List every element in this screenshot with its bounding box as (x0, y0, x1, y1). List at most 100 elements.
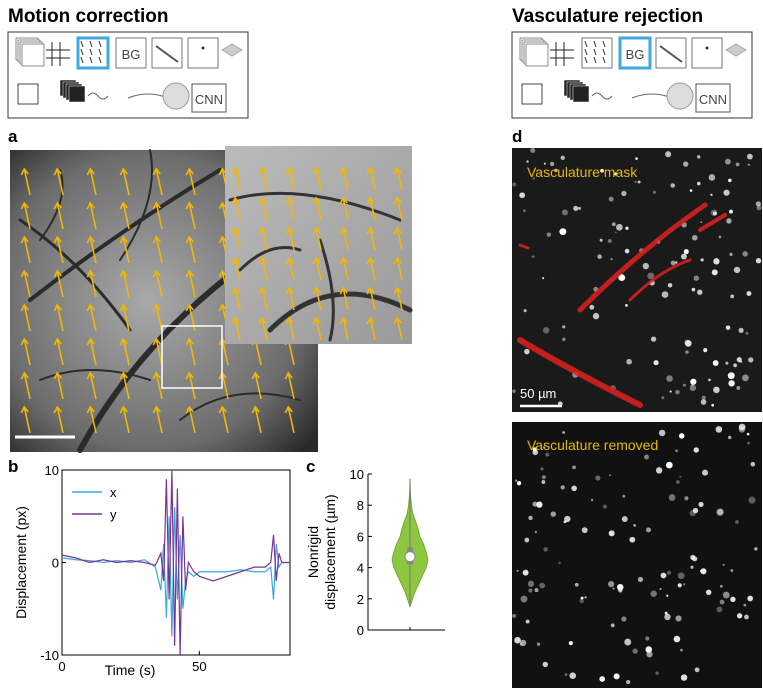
cell (559, 228, 566, 235)
cell (520, 640, 526, 646)
cell (730, 597, 735, 602)
icon (202, 47, 205, 50)
cell (665, 612, 668, 615)
cell (690, 385, 696, 391)
cell (747, 154, 753, 160)
cell (625, 304, 628, 307)
cell (609, 474, 611, 476)
pipeline-text: CNN (195, 92, 223, 107)
cell (701, 399, 707, 405)
cell (633, 524, 636, 527)
cell (608, 581, 614, 587)
cell (748, 164, 750, 166)
header: Vasculature rejection (512, 6, 703, 27)
cell (723, 190, 729, 196)
cell (624, 639, 631, 646)
cell (710, 194, 712, 196)
cell (683, 583, 685, 585)
cell (684, 496, 688, 500)
cell (739, 426, 746, 433)
cell (678, 572, 685, 579)
cell (737, 357, 742, 362)
cell (736, 162, 740, 166)
cell (526, 160, 528, 162)
cell (512, 183, 516, 187)
cell (681, 674, 687, 680)
cell (723, 564, 725, 566)
cell (729, 253, 732, 256)
cell (706, 590, 711, 595)
cell (524, 309, 527, 312)
cell (702, 470, 708, 476)
cell (626, 680, 630, 684)
cell (528, 581, 534, 587)
cell (580, 599, 584, 603)
cell (524, 538, 529, 543)
cell (650, 590, 656, 596)
cell (694, 447, 699, 452)
cell (609, 197, 614, 202)
cell (625, 249, 630, 254)
cell (675, 615, 681, 621)
cell (735, 520, 739, 524)
cell (582, 527, 588, 533)
cell (671, 261, 676, 266)
cell (697, 290, 702, 295)
y-axis-label: Displacement (px) (13, 506, 29, 619)
x-axis-label: Time (s) (105, 662, 156, 678)
header: Motion correction (8, 6, 168, 27)
panel-label: d (512, 127, 522, 146)
cell (728, 179, 732, 183)
cell (540, 467, 543, 470)
cell (736, 386, 740, 390)
icon-box (188, 38, 218, 68)
median (405, 552, 415, 562)
cell (728, 436, 731, 439)
cell (697, 155, 700, 158)
cell (690, 379, 696, 385)
cell (748, 357, 753, 362)
scale-label: 50 µm (520, 386, 556, 401)
cell (716, 426, 723, 433)
x-tick-label: 0 (58, 659, 65, 674)
line-chart: -10010050Time (s)Displacement (px)xy (13, 463, 290, 678)
cell (726, 218, 731, 223)
cell (517, 481, 521, 485)
cell (528, 516, 532, 520)
cell (692, 235, 698, 241)
cell (698, 502, 703, 507)
cell (684, 249, 689, 254)
cell (528, 588, 532, 592)
cell (535, 531, 537, 533)
cell (543, 327, 549, 333)
cell (638, 577, 643, 582)
cell (685, 350, 688, 353)
legend-label: y (110, 507, 117, 522)
cell (632, 648, 637, 653)
y-tick-label: 4 (357, 561, 364, 576)
cell (737, 613, 742, 618)
cell (748, 497, 755, 504)
cell (670, 391, 672, 393)
cell (676, 480, 679, 483)
cell (679, 433, 685, 439)
cell (662, 291, 669, 298)
cell (742, 374, 749, 381)
cell (747, 433, 750, 436)
cell (625, 227, 628, 230)
panel-label: a (8, 127, 18, 146)
y-tick-label: 0 (357, 623, 364, 638)
cell (725, 362, 728, 365)
cell (530, 148, 535, 153)
cell (717, 509, 724, 516)
cell (661, 396, 664, 399)
cell (644, 455, 649, 460)
legend-label: x (110, 485, 117, 500)
cell (635, 157, 638, 160)
cell (603, 505, 607, 509)
cell (573, 206, 578, 211)
image-d: Vasculature mask Vasculature removed 50 … (512, 148, 762, 688)
